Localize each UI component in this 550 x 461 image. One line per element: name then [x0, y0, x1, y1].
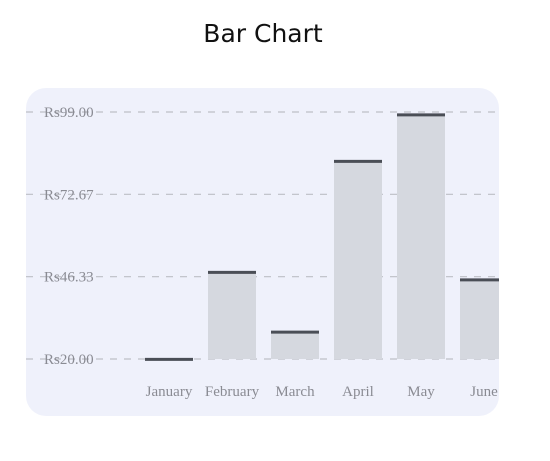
y-tick-label: Rs46.33	[44, 270, 94, 286]
bars	[145, 113, 499, 361]
bar-february	[208, 272, 256, 359]
x-tick-label: April	[342, 384, 374, 400]
y-tick-labels: Rs20.00 Rs46.33 Rs72.67 Rs99.00	[44, 105, 94, 368]
x-tick-label: May	[407, 384, 435, 400]
bar-march	[271, 332, 319, 359]
bar-chart: Rs20.00 Rs46.33 Rs72.67 Rs99.00 January Febr…	[26, 105, 499, 400]
bar-june	[460, 279, 499, 359]
y-tick-label: Rs99.00	[44, 105, 94, 121]
y-tick-label: Rs20.00	[44, 352, 94, 368]
bar-may	[397, 114, 445, 359]
x-tick-label: March	[275, 384, 315, 400]
y-tick-label: Rs72.67	[44, 187, 94, 203]
x-tick-label: February	[205, 384, 260, 400]
bar-april	[334, 161, 382, 359]
page-title: Bar Chart	[203, 19, 323, 48]
x-tick-label: January	[146, 384, 193, 400]
chart-panel: Rs20.00 Rs46.33 Rs72.67 Rs99.00 January Febr…	[26, 88, 499, 416]
x-tick-label: June	[470, 384, 498, 400]
x-tick-labels: January February March April May June	[146, 384, 498, 400]
